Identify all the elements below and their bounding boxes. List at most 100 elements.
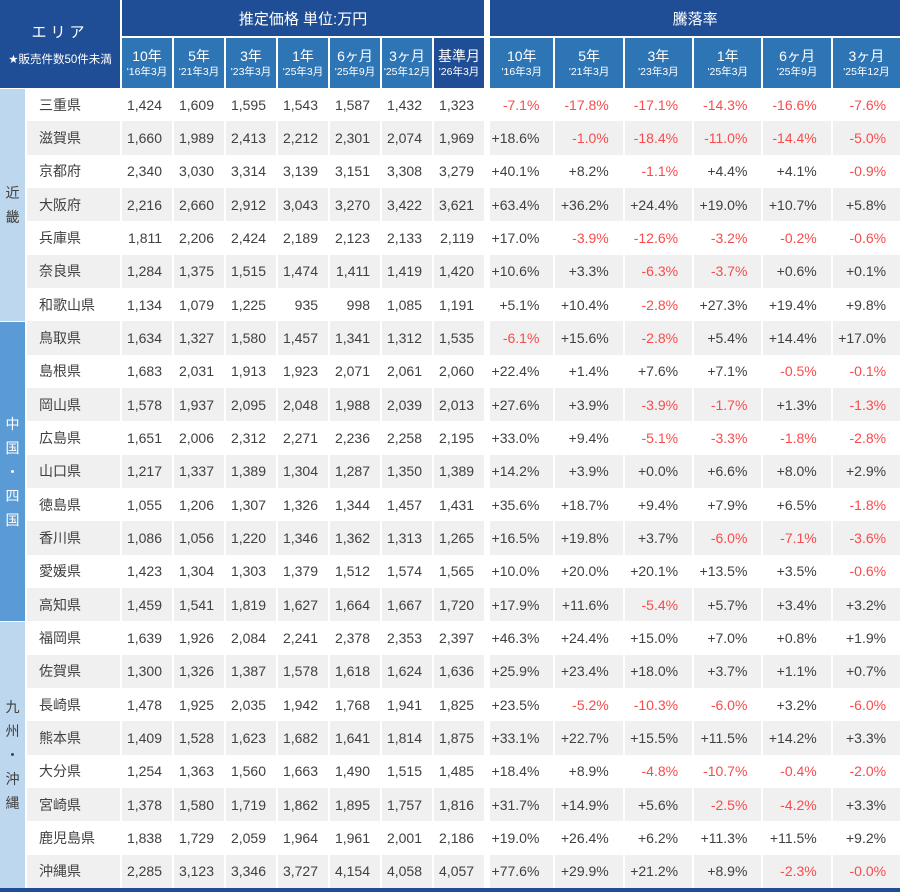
change-cell: +33.1% — [484, 721, 554, 755]
change-cell: +14.4% — [761, 321, 831, 355]
region-label-char: 四 — [5, 487, 20, 504]
price-cell: 2,189 — [276, 221, 329, 255]
change-cell: -17.8% — [553, 88, 623, 122]
change-column-header: 5年 '21年3月 — [553, 36, 623, 88]
change-cell: -5.4% — [622, 587, 693, 622]
change-cell: +8.2% — [553, 154, 623, 188]
price-cell: 1,816 — [432, 787, 485, 822]
price-group-header: 推定価格 単位:万円 — [120, 0, 485, 36]
change-cell: +19.8% — [553, 521, 623, 555]
change-cell: -6.1% — [484, 321, 554, 355]
change-cell: -1.0% — [553, 121, 623, 155]
change-cell: +17.9% — [484, 587, 554, 622]
change-cell: +27.6% — [484, 387, 554, 422]
price-cell: 1,300 — [120, 654, 173, 688]
price-cell: 2,061 — [380, 354, 433, 388]
region-label-char: 九 — [5, 699, 20, 716]
change-cell: +18.7% — [553, 487, 623, 522]
change-cell: -7.1% — [761, 521, 831, 555]
price-cell: 1,389 — [432, 454, 485, 488]
change-cell: +4.4% — [692, 154, 762, 188]
price-cell: 1,819 — [224, 587, 277, 622]
change-column-sublabel: '23年3月 — [638, 66, 679, 78]
change-cell: +9.2% — [830, 821, 900, 855]
change-cell: +22.7% — [553, 721, 623, 755]
change-cell: +22.4% — [484, 354, 554, 388]
table-row: 佐賀県 1,300 1,326 1,387 1,578 1,618 1,624 1,636 +2… — [0, 654, 900, 688]
change-cell: +0.0% — [622, 454, 693, 488]
prefecture-cell: 大阪府 — [25, 187, 121, 222]
change-cell: +8.0% — [761, 454, 831, 488]
price-cell: 2,285 — [120, 854, 173, 888]
change-cell: -1.8% — [830, 487, 900, 522]
price-cell: 1,587 — [328, 88, 381, 122]
prefecture-cell: 鹿児島県 — [25, 821, 121, 855]
price-cell: 2,216 — [120, 187, 173, 222]
region-label-char: 国 — [5, 511, 20, 528]
price-cell: 1,055 — [120, 487, 173, 522]
price-cell: 1,220 — [224, 521, 277, 555]
price-cell: 1,350 — [380, 454, 433, 488]
change-cell: +3.4% — [761, 587, 831, 622]
price-cell: 2,340 — [120, 154, 173, 188]
change-cell: +36.2% — [553, 187, 623, 222]
price-cell: 2,424 — [224, 221, 277, 255]
change-cell: -1.1% — [622, 154, 693, 188]
price-cell: 1,988 — [328, 387, 381, 422]
region-label-char: 近 — [5, 185, 20, 202]
price-cell: 1,409 — [120, 721, 173, 755]
change-column-sublabel: '25年9月 — [776, 66, 818, 78]
price-cell: 1,565 — [432, 554, 485, 588]
price-cell: 3,727 — [276, 854, 329, 888]
change-cell: +3.5% — [761, 554, 831, 588]
change-cell: -14.3% — [692, 88, 762, 122]
change-cell: +25.9% — [484, 654, 554, 688]
change-cell: -12.6% — [622, 221, 693, 255]
change-column-sublabel: '25年12月 — [843, 66, 890, 78]
price-cell: 1,634 — [120, 321, 173, 355]
prefecture-cell: 滋賀県 — [25, 121, 121, 155]
price-column-label: 1年 — [292, 48, 314, 64]
area-header: エリア ★販売件数50件未満 — [0, 0, 121, 88]
prefecture-cell: 広島県 — [25, 421, 121, 455]
change-column-sublabel: '25年3月 — [707, 66, 748, 78]
price-cell: 1,528 — [172, 721, 225, 755]
region-label-char: ・ — [5, 463, 20, 480]
price-cell: 1,287 — [328, 454, 381, 488]
change-cell: +1.4% — [553, 354, 623, 388]
price-cell: 2,123 — [328, 221, 381, 255]
region-label-char: 沖 — [5, 771, 20, 788]
price-cell: 1,515 — [380, 754, 433, 788]
price-cell: 1,337 — [172, 454, 225, 488]
change-cell: +3.2% — [761, 687, 831, 722]
change-cell: -5.2% — [553, 687, 623, 722]
change-column-header: 1年 '25年3月 — [692, 36, 762, 88]
price-cell: 2,271 — [276, 421, 329, 455]
change-cell: +20.0% — [553, 554, 623, 588]
change-column-label: 1年 — [716, 48, 739, 64]
price-cell: 1,580 — [172, 787, 225, 822]
price-cell: 1,265 — [432, 521, 485, 555]
table-row: 大分県 1,254 1,363 1,560 1,663 1,490 1,515 1,485 +1… — [0, 754, 900, 788]
change-cell: -5.1% — [622, 421, 693, 455]
change-cell: +3.3% — [830, 721, 900, 755]
change-cell: -3.7% — [692, 254, 762, 288]
price-cell: 1,578 — [276, 654, 329, 688]
price-cell: 2,258 — [380, 421, 433, 455]
price-cell: 2,095 — [224, 387, 277, 422]
price-cell: 3,270 — [328, 187, 381, 222]
change-cell: +24.4% — [553, 621, 623, 655]
price-cell: 2,031 — [172, 354, 225, 388]
price-column-label: 3ヶ月 — [389, 48, 425, 64]
price-column-header: 1年 '25年3月 — [276, 36, 329, 88]
price-cell: 2,397 — [432, 621, 485, 655]
region-label-char: 州 — [5, 723, 20, 740]
price-column-header: 3年 '23年3月 — [224, 36, 277, 88]
change-cell: -0.2% — [761, 221, 831, 255]
change-cell: +23.4% — [553, 654, 623, 688]
table-row: 九州・沖縄福岡県 1,639 1,926 2,084 2,241 2,378 2,353 2,… — [0, 621, 900, 888]
price-cell: 1,304 — [276, 454, 329, 488]
change-cell: -0.6% — [830, 221, 900, 255]
price-cell: 1,595 — [224, 88, 277, 122]
table-row: 愛媛県 1,423 1,304 1,303 1,379 1,512 1,574 1,565 +1… — [0, 554, 900, 588]
